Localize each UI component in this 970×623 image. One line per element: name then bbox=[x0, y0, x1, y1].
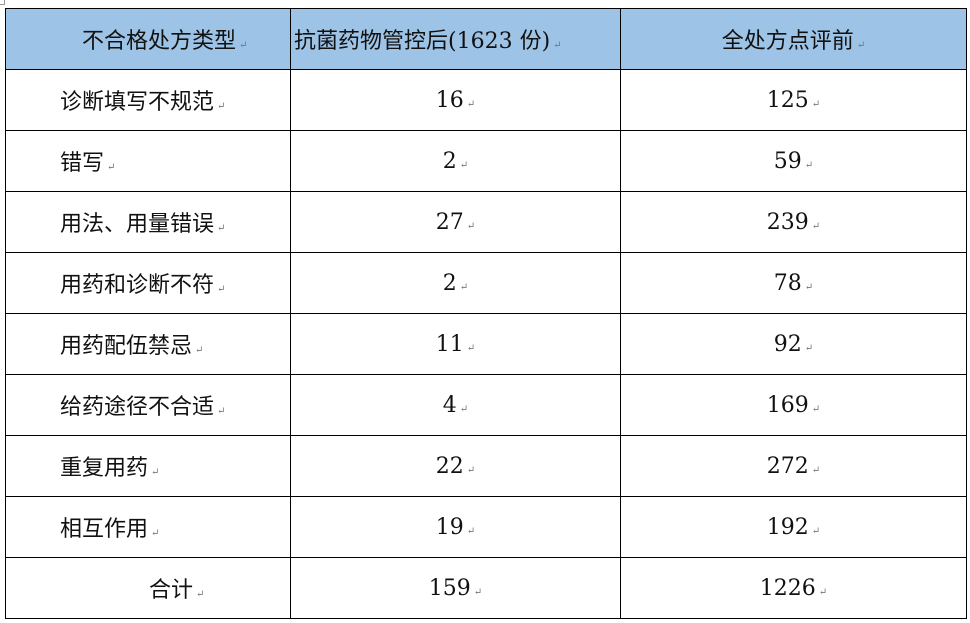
page-corner-mark bbox=[0, 0, 5, 5]
table-row: 用药和诊断不符 ↵ 2 ↵ 78 ↵ bbox=[5, 252, 967, 314]
header-before-review: 全处方点评前 ↵ bbox=[620, 8, 967, 70]
paragraph-mark-icon: ↵ bbox=[195, 345, 204, 356]
cell-before-review: 1226 ↵ bbox=[620, 557, 967, 619]
paragraph-mark-icon: ↵ bbox=[151, 467, 160, 478]
cell-type: 合计 ↵ bbox=[5, 557, 291, 619]
paragraph-mark-icon: ↵ bbox=[818, 586, 828, 598]
table-row: 用法、用量错误 ↵ 27 ↵ 239 ↵ bbox=[5, 191, 967, 253]
cell-before-review: 59 ↵ bbox=[620, 130, 967, 192]
prescription-table: 不合格处方类型 ↵ 抗菌药物管控后(1623 份) ↵ 全处方点评前 ↵ 诊断填写不规… bbox=[5, 8, 967, 619]
paragraph-mark-icon: ↵ bbox=[804, 281, 814, 293]
table-row: 错写 ↵ 2 ↵ 59 ↵ bbox=[5, 130, 967, 192]
paragraph-mark-icon: ↵ bbox=[811, 464, 821, 476]
cell-after-control: 159 ↵ bbox=[290, 557, 621, 619]
cell-after-control: 2 ↵ bbox=[290, 252, 621, 314]
paragraph-mark-icon: ↵ bbox=[466, 220, 476, 232]
paragraph-mark-icon: ↵ bbox=[459, 403, 469, 415]
cell-before-review: 192 ↵ bbox=[620, 496, 967, 558]
cell-before-review: 272 ↵ bbox=[620, 435, 967, 497]
paragraph-mark-icon: ↵ bbox=[151, 528, 160, 539]
cell-type: 相互作用 ↵ bbox=[5, 496, 291, 558]
paragraph-mark-icon: ↵ bbox=[217, 101, 226, 112]
paragraph-mark-icon: ↵ bbox=[459, 281, 469, 293]
paragraph-mark-icon: ↵ bbox=[217, 406, 226, 417]
cell-after-control: 22 ↵ bbox=[290, 435, 621, 497]
paragraph-mark-icon: ↵ bbox=[811, 220, 821, 232]
paragraph-mark-icon: ↵ bbox=[804, 159, 814, 171]
cell-type: 用药和诊断不符 ↵ bbox=[5, 252, 291, 314]
paragraph-mark-icon: ↵ bbox=[553, 40, 562, 51]
paragraph-mark-icon: ↵ bbox=[856, 40, 866, 51]
paragraph-mark-icon: ↵ bbox=[811, 403, 821, 415]
paragraph-mark-icon: ↵ bbox=[107, 162, 116, 173]
paragraph-mark-icon: ↵ bbox=[239, 40, 248, 51]
cell-after-control: 2 ↵ bbox=[290, 130, 621, 192]
paragraph-mark-icon: ↵ bbox=[459, 159, 469, 171]
cell-before-review: 169 ↵ bbox=[620, 374, 967, 436]
paragraph-mark-icon: ↵ bbox=[217, 284, 226, 295]
table-row: 用药配伍禁忌 ↵ 11 ↵ 92 ↵ bbox=[5, 313, 967, 375]
cell-type: 错写 ↵ bbox=[5, 130, 291, 192]
cell-before-review: 92 ↵ bbox=[620, 313, 967, 375]
cell-after-control: 19 ↵ bbox=[290, 496, 621, 558]
table-header-row: 不合格处方类型 ↵ 抗菌药物管控后(1623 份) ↵ 全处方点评前 ↵ bbox=[5, 8, 967, 70]
cell-before-review: 78 ↵ bbox=[620, 252, 967, 314]
cell-after-control: 27 ↵ bbox=[290, 191, 621, 253]
paragraph-mark-icon: ↵ bbox=[473, 586, 483, 598]
cell-type: 用药配伍禁忌 ↵ bbox=[5, 313, 291, 375]
table-row: 诊断填写不规范 ↵ 16 ↵ 125 ↵ bbox=[5, 69, 967, 131]
cell-type: 重复用药 ↵ bbox=[5, 435, 291, 497]
cell-type: 诊断填写不规范 ↵ bbox=[5, 69, 291, 131]
cell-type: 用法、用量错误 ↵ bbox=[5, 191, 291, 253]
table-row: 相互作用 ↵ 19 ↵ 192 ↵ bbox=[5, 496, 967, 558]
cell-before-review: 239 ↵ bbox=[620, 191, 967, 253]
paragraph-mark-icon: ↵ bbox=[804, 342, 814, 354]
paragraph-mark-icon: ↵ bbox=[217, 223, 226, 234]
header-after-control: 抗菌药物管控后(1623 份) ↵ bbox=[290, 8, 621, 70]
cell-after-control: 4 ↵ bbox=[290, 374, 621, 436]
table-row: 给药途径不合适 ↵ 4 ↵ 169 ↵ bbox=[5, 374, 967, 436]
paragraph-mark-icon: ↵ bbox=[466, 464, 476, 476]
cell-after-control: 16 ↵ bbox=[290, 69, 621, 131]
cell-before-review: 125 ↵ bbox=[620, 69, 967, 131]
total-row: 合计 ↵ 159 ↵ 1226 ↵ bbox=[5, 557, 967, 619]
cell-type: 给药途径不合适 ↵ bbox=[5, 374, 291, 436]
cell-after-control: 11 ↵ bbox=[290, 313, 621, 375]
paragraph-mark-icon: ↵ bbox=[466, 342, 476, 354]
paragraph-mark-icon: ↵ bbox=[466, 98, 476, 110]
paragraph-mark-icon: ↵ bbox=[196, 589, 205, 600]
header-type: 不合格处方类型 ↵ bbox=[5, 8, 291, 70]
paragraph-mark-icon: ↵ bbox=[811, 98, 821, 110]
paragraph-mark-icon: ↵ bbox=[466, 525, 476, 537]
table-row: 重复用药 ↵ 22 ↵ 272 ↵ bbox=[5, 435, 967, 497]
paragraph-mark-icon: ↵ bbox=[811, 525, 821, 537]
